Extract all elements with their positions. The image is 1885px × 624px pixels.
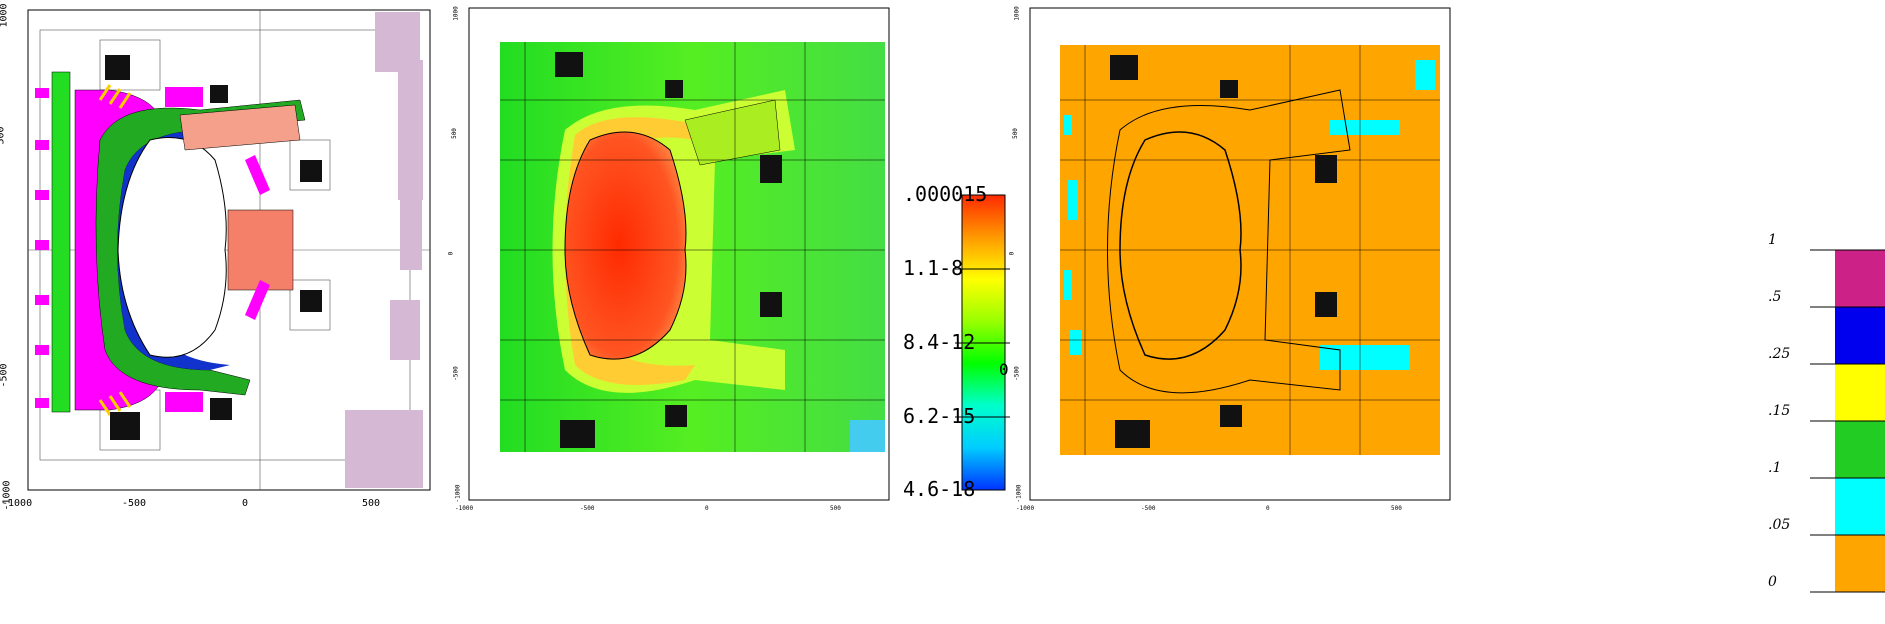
y-tick-label: 1000 [1013, 6, 1021, 21]
x-tick-label: -500 [122, 498, 147, 509]
fraction-legend-swatch-4 [1835, 478, 1885, 535]
y-tick-label: 0 [1008, 251, 1016, 256]
fraction-legend-label-0: 1 [1768, 232, 1777, 248]
fraction-legend-label-2: .25 [1768, 346, 1791, 362]
y-tick-label: -500 [0, 363, 10, 388]
y-tick-label: -1000 [454, 484, 462, 503]
flux-map [468, 7, 890, 501]
fraction-legend-swatch-3 [1835, 421, 1885, 478]
fraction-legend-label-3: .15 [1768, 403, 1791, 419]
flux-colorbar-label-4: 4.6-18 [903, 477, 976, 501]
fraction-panel: 1000 500 0 -500 -1000 -1000 -500 0 500 [1008, 0, 1460, 524]
fraction-legend: 1 .5 .25 .15 .1 .05 0 [1760, 230, 1885, 610]
flux-colorbar-side-marker: 0 [999, 360, 1009, 379]
flux-colorbar-label-0: .000015 [903, 182, 988, 206]
geometry-plot [27, 9, 431, 491]
fraction-legend-swatch-5 [1835, 535, 1885, 592]
x-tick-label: 0 [705, 505, 709, 512]
x-tick-label: 500 [1391, 505, 1402, 512]
y-tick-label: 500 [1011, 128, 1019, 139]
x-tick-label: -500 [580, 505, 595, 512]
x-tick-label: -500 [1141, 505, 1156, 512]
flux-colorbar-label-2: 8.4-12 [903, 330, 976, 354]
flux-panel: 1000 500 0 -500 -1000 -1000 -500 0 500 [447, 0, 900, 524]
x-tick-label: -1000 [455, 505, 474, 512]
y-tick-label: -1000 [1015, 484, 1023, 503]
x-tick-label: -1000 [1016, 505, 1035, 512]
x-tick-label: 0 [242, 498, 249, 509]
fraction-legend-label-6: 0 [1768, 574, 1777, 590]
fraction-map [1029, 7, 1451, 501]
y-tick-label: -500 [1013, 366, 1021, 381]
flux-colorbar-gradient [955, 194, 1010, 491]
flux-colorbar-label-3: 6.2-15 [903, 404, 976, 428]
y-tick-label: 500 [450, 128, 458, 139]
flux-colorbar-label-1: 1.1-8 [903, 256, 964, 280]
x-tick-label: 500 [830, 505, 841, 512]
fraction-legend-label-4: .1 [1768, 460, 1782, 476]
fraction-legend-swatch-0 [1835, 250, 1885, 307]
x-tick-label: 500 [362, 498, 381, 509]
fraction-legend-swatch-1 [1835, 307, 1885, 364]
x-tick-label: -1000 [2, 498, 33, 509]
y-tick-label: 0 [447, 251, 455, 256]
fraction-legend-swatch-2 [1835, 364, 1885, 421]
fraction-legend-label-1: .5 [1768, 289, 1782, 305]
fraction-legend-label-5: .05 [1768, 517, 1791, 533]
y-tick-label: 1000 [0, 3, 10, 28]
y-tick-label: 0 [0, 252, 1, 258]
y-tick-label: -500 [452, 366, 460, 381]
flux-colorbar: .000015 1.1-8 8.4-12 6.2-15 4.6-18 0 [895, 180, 1045, 620]
y-tick-label: 1000 [452, 6, 460, 21]
x-tick-label: 0 [1266, 505, 1270, 512]
y-tick-label: 500 [0, 126, 7, 145]
